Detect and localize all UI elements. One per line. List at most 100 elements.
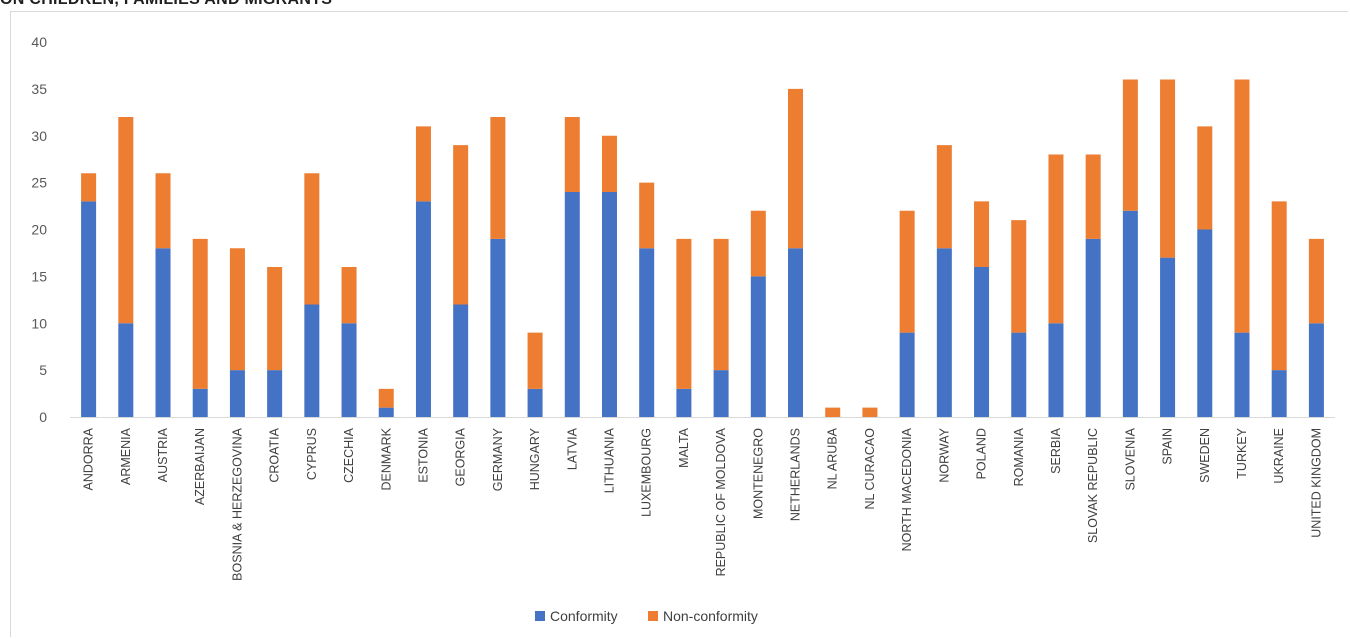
bar-non-conformity-hungary[interactable] bbox=[528, 333, 543, 389]
bar-non-conformity-cyprus[interactable] bbox=[304, 173, 319, 304]
bar-conformity-hungary[interactable] bbox=[528, 389, 543, 417]
legend-swatch-conformity bbox=[535, 611, 545, 621]
x-category-label: GEORGIA bbox=[454, 427, 468, 486]
bar-non-conformity-united-kingdom[interactable] bbox=[1309, 239, 1324, 323]
bar-non-conformity-serbia[interactable] bbox=[1048, 155, 1063, 324]
x-category-label: NL CURACAO bbox=[863, 428, 877, 510]
bar-non-conformity-poland[interactable] bbox=[974, 201, 989, 267]
bar-non-conformity-turkey[interactable] bbox=[1234, 80, 1249, 333]
x-category-label: ROMANIA bbox=[1012, 427, 1026, 486]
x-category-label: SWEDEN bbox=[1198, 428, 1212, 483]
bar-conformity-latvia[interactable] bbox=[565, 192, 580, 417]
bar-non-conformity-sweden[interactable] bbox=[1197, 126, 1212, 229]
bar-non-conformity-armenia[interactable] bbox=[118, 117, 133, 323]
y-tick-label: 30 bbox=[31, 128, 47, 144]
legend-swatch-non-conformity bbox=[648, 611, 658, 621]
x-category-label: MALTA bbox=[677, 427, 691, 467]
bar-non-conformity-georgia[interactable] bbox=[453, 145, 468, 304]
x-category-label: CROATIA bbox=[268, 427, 282, 482]
bar-conformity-republic-of-moldova[interactable] bbox=[714, 370, 729, 417]
bar-non-conformity-andorra[interactable] bbox=[81, 173, 96, 201]
x-category-label: NORWAY bbox=[937, 427, 951, 482]
bar-conformity-slovak-republic[interactable] bbox=[1086, 239, 1101, 417]
bar-conformity-ukraine[interactable] bbox=[1272, 370, 1287, 417]
bar-conformity-norway[interactable] bbox=[937, 248, 952, 417]
bar-non-conformity-azerbaijan[interactable] bbox=[193, 239, 208, 389]
bar-conformity-denmark[interactable] bbox=[379, 408, 394, 417]
y-tick-label: 40 bbox=[31, 34, 47, 50]
x-category-label: ANDORRA bbox=[82, 427, 96, 490]
bar-conformity-romania[interactable] bbox=[1011, 333, 1026, 417]
bar-conformity-cyprus[interactable] bbox=[304, 305, 319, 418]
bar-non-conformity-north-macedonia[interactable] bbox=[900, 211, 915, 333]
bar-non-conformity-ukraine[interactable] bbox=[1272, 201, 1287, 370]
x-category-label: LATVIA bbox=[565, 427, 579, 470]
bar-conformity-serbia[interactable] bbox=[1048, 323, 1063, 417]
x-category-label: CYPRUS bbox=[305, 428, 319, 480]
bar-conformity-lithuania[interactable] bbox=[602, 192, 617, 417]
bar-conformity-austria[interactable] bbox=[156, 248, 171, 417]
x-category-label: AZERBAIJAN bbox=[193, 428, 207, 505]
bar-conformity-czechia[interactable] bbox=[342, 323, 357, 417]
x-category-label: BOSNIA & HERZEGOVINA bbox=[230, 427, 244, 580]
bar-conformity-bosnia-and-herzegovina[interactable] bbox=[230, 370, 245, 417]
bar-conformity-azerbaijan[interactable] bbox=[193, 389, 208, 417]
bar-non-conformity-bosnia-and-herzegovina[interactable] bbox=[230, 248, 245, 370]
x-category-label: SLOVAK REPUBLIC bbox=[1086, 428, 1100, 543]
x-category-label: MONTENEGRO bbox=[751, 428, 765, 519]
bar-conformity-spain[interactable] bbox=[1160, 258, 1175, 417]
bar-conformity-north-macedonia[interactable] bbox=[900, 333, 915, 417]
bar-conformity-georgia[interactable] bbox=[453, 305, 468, 418]
bar-conformity-sweden[interactable] bbox=[1197, 230, 1212, 418]
bar-conformity-croatia[interactable] bbox=[267, 370, 282, 417]
legend-label-non-conformity: Non-conformity bbox=[663, 608, 758, 624]
x-category-label: GERMANY bbox=[491, 427, 505, 491]
bar-conformity-andorra[interactable] bbox=[81, 201, 96, 417]
bar-non-conformity-slovak-republic[interactable] bbox=[1086, 155, 1101, 239]
bar-conformity-armenia[interactable] bbox=[118, 323, 133, 417]
x-category-label: ARMENIA bbox=[119, 427, 133, 485]
bar-non-conformity-latvia[interactable] bbox=[565, 117, 580, 192]
bar-non-conformity-slovenia[interactable] bbox=[1123, 80, 1138, 211]
bar-non-conformity-spain[interactable] bbox=[1160, 80, 1175, 258]
x-category-label: TURKEY bbox=[1235, 427, 1249, 478]
x-category-label: NETHERLANDS bbox=[789, 428, 803, 521]
bar-non-conformity-nl-curacao[interactable] bbox=[862, 408, 877, 417]
bar-non-conformity-malta[interactable] bbox=[676, 239, 691, 389]
bar-non-conformity-estonia[interactable] bbox=[416, 126, 431, 201]
bar-non-conformity-croatia[interactable] bbox=[267, 267, 282, 370]
bar-conformity-estonia[interactable] bbox=[416, 201, 431, 417]
bar-non-conformity-czechia[interactable] bbox=[342, 267, 357, 323]
bar-conformity-poland[interactable] bbox=[974, 267, 989, 417]
x-category-label: HUNGARY bbox=[528, 427, 542, 490]
bar-non-conformity-austria[interactable] bbox=[156, 173, 171, 248]
bar-conformity-luxembourg[interactable] bbox=[639, 248, 654, 417]
bar-non-conformity-romania[interactable] bbox=[1011, 220, 1026, 333]
x-category-label: ESTONIA bbox=[416, 427, 430, 482]
bar-non-conformity-denmark[interactable] bbox=[379, 389, 394, 408]
bar-conformity-turkey[interactable] bbox=[1234, 333, 1249, 417]
bar-conformity-united-kingdom[interactable] bbox=[1309, 323, 1324, 417]
bar-non-conformity-republic-of-moldova[interactable] bbox=[714, 239, 729, 370]
bar-conformity-slovenia[interactable] bbox=[1123, 211, 1138, 417]
y-tick-label: 0 bbox=[39, 409, 47, 425]
bar-non-conformity-norway[interactable] bbox=[937, 145, 952, 248]
y-tick-label: 5 bbox=[39, 362, 47, 378]
bar-conformity-netherlands[interactable] bbox=[788, 248, 803, 417]
bar-conformity-germany[interactable] bbox=[490, 239, 505, 417]
x-category-label: LUXEMBOURG bbox=[640, 428, 654, 517]
bar-non-conformity-germany[interactable] bbox=[490, 117, 505, 239]
y-tick-label: 25 bbox=[31, 175, 47, 191]
x-category-label: UNITED KINGDOM bbox=[1309, 428, 1323, 538]
x-category-label: SERBIA bbox=[1049, 427, 1063, 474]
bar-non-conformity-luxembourg[interactable] bbox=[639, 183, 654, 249]
bar-non-conformity-nl-aruba[interactable] bbox=[825, 408, 840, 417]
bar-non-conformity-lithuania[interactable] bbox=[602, 136, 617, 192]
x-category-label: REPUBLIC OF MOLDOVA bbox=[714, 427, 728, 576]
bar-non-conformity-montenegro[interactable] bbox=[751, 211, 766, 277]
bar-conformity-montenegro[interactable] bbox=[751, 276, 766, 417]
bar-non-conformity-netherlands[interactable] bbox=[788, 89, 803, 248]
bar-conformity-malta[interactable] bbox=[676, 389, 691, 417]
legend-label-conformity: Conformity bbox=[550, 608, 618, 624]
